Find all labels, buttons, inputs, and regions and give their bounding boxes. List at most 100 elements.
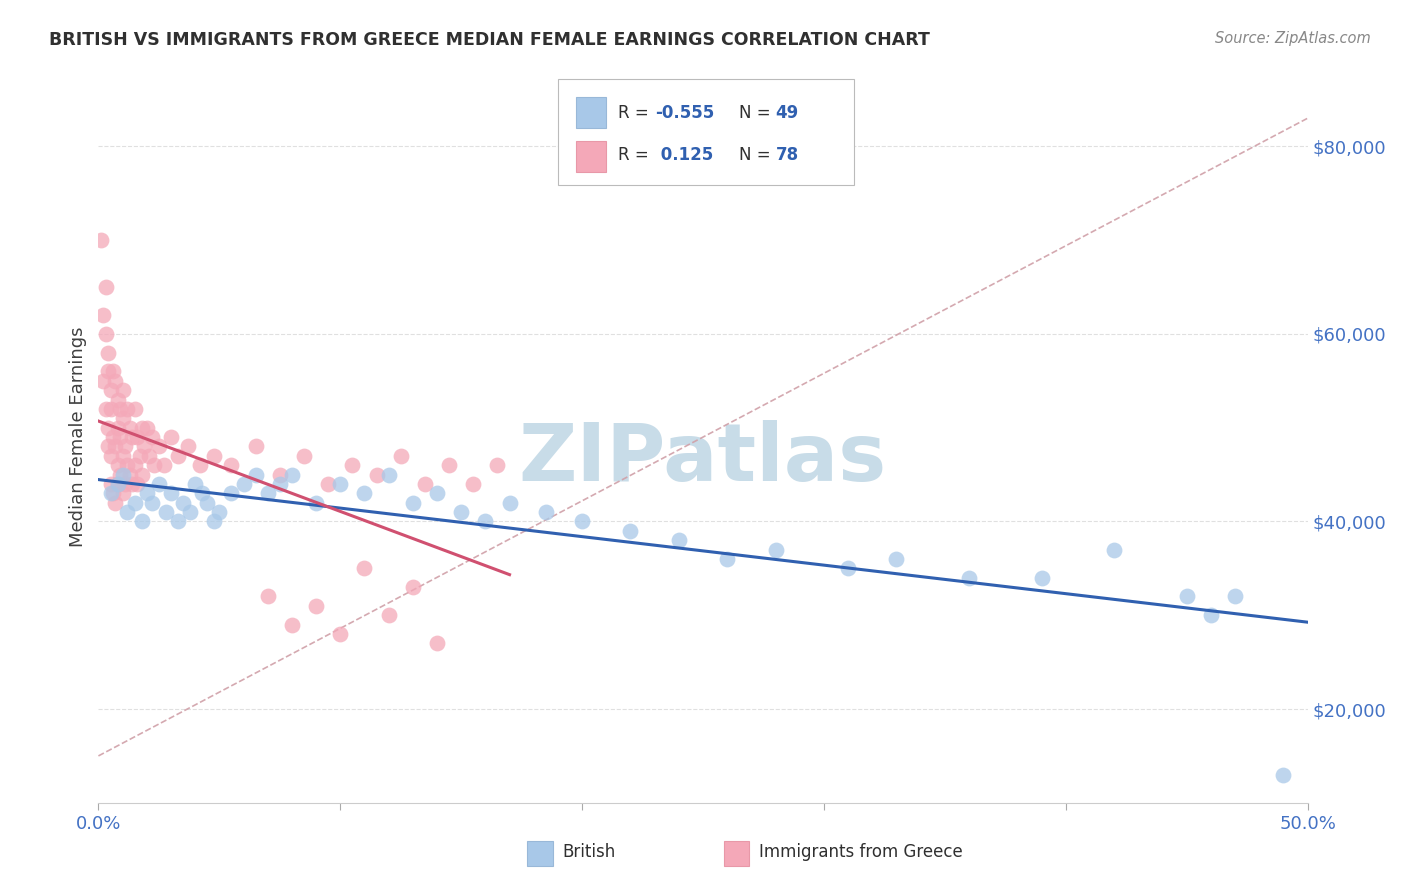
Point — [135, 486, 157, 500]
Point — [1272, 767, 1295, 781]
Text: N =: N = — [740, 146, 776, 164]
Point — [128, 449, 150, 463]
Point — [94, 280, 117, 294]
Point — [114, 440, 136, 454]
Text: R =: R = — [619, 146, 654, 164]
Text: 0.125: 0.125 — [655, 146, 713, 164]
Point — [269, 477, 291, 491]
Point — [245, 467, 267, 482]
Point — [97, 420, 120, 434]
Text: 49: 49 — [776, 104, 799, 122]
Text: -0.555: -0.555 — [655, 104, 714, 122]
Point — [353, 561, 375, 575]
Point — [118, 420, 141, 434]
Point — [100, 449, 122, 463]
Point — [195, 496, 218, 510]
Point — [619, 524, 641, 538]
Point — [232, 477, 254, 491]
Point — [191, 486, 214, 500]
Point — [141, 496, 163, 510]
Point — [426, 636, 449, 650]
Point — [97, 345, 120, 359]
Point — [450, 505, 472, 519]
Point — [188, 458, 211, 473]
Text: British: British — [562, 843, 616, 861]
Point — [957, 571, 980, 585]
Point — [107, 477, 129, 491]
Text: N =: N = — [740, 104, 776, 122]
Point — [111, 467, 134, 482]
Point — [1223, 590, 1246, 604]
Point — [104, 440, 127, 454]
Point — [167, 449, 190, 463]
Point — [474, 515, 496, 529]
Point — [108, 430, 131, 444]
Point — [402, 496, 425, 510]
Point — [91, 308, 114, 322]
Point — [1199, 608, 1222, 623]
Point — [101, 364, 124, 378]
Point — [534, 505, 557, 519]
Point — [127, 430, 149, 444]
Point — [111, 449, 134, 463]
Point — [94, 401, 117, 416]
Text: Source: ZipAtlas.com: Source: ZipAtlas.com — [1215, 31, 1371, 46]
Point — [131, 515, 153, 529]
Point — [329, 477, 352, 491]
Point — [377, 467, 399, 482]
Point — [148, 477, 170, 491]
Point — [204, 449, 226, 463]
Point — [668, 533, 690, 548]
Point — [155, 505, 177, 519]
Point — [305, 496, 328, 510]
Point — [131, 467, 153, 482]
Point — [281, 617, 304, 632]
Point — [402, 580, 425, 594]
Point — [184, 477, 207, 491]
Point — [152, 458, 174, 473]
Point — [486, 458, 509, 473]
Point — [167, 515, 190, 529]
Text: Immigrants from Greece: Immigrants from Greece — [759, 843, 963, 861]
Text: 78: 78 — [776, 146, 799, 164]
Point — [426, 486, 449, 500]
Point — [256, 590, 278, 604]
Point — [117, 401, 139, 416]
Point — [389, 449, 412, 463]
Point — [221, 458, 243, 473]
Point — [204, 515, 226, 529]
Point — [111, 486, 134, 500]
Point — [121, 430, 143, 444]
Point — [117, 458, 139, 473]
Point — [114, 477, 136, 491]
Text: BRITISH VS IMMIGRANTS FROM GREECE MEDIAN FEMALE EARNINGS CORRELATION CHART: BRITISH VS IMMIGRANTS FROM GREECE MEDIAN… — [49, 31, 931, 49]
Point — [837, 561, 859, 575]
Point — [208, 505, 231, 519]
Point — [108, 401, 131, 416]
Point — [148, 440, 170, 454]
Point — [127, 477, 149, 491]
Point — [117, 505, 139, 519]
Point — [316, 477, 339, 491]
Point — [366, 467, 388, 482]
Point — [90, 233, 112, 247]
Point — [141, 430, 163, 444]
Point — [107, 420, 129, 434]
Point — [101, 430, 124, 444]
Point — [143, 458, 166, 473]
Point — [100, 383, 122, 397]
Point — [716, 552, 738, 566]
Point — [124, 496, 146, 510]
Y-axis label: Median Female Earnings: Median Female Earnings — [69, 326, 87, 548]
Point — [138, 449, 160, 463]
Point — [100, 477, 122, 491]
Point — [177, 440, 200, 454]
Point — [107, 458, 129, 473]
Point — [101, 486, 124, 500]
Point — [121, 477, 143, 491]
Point — [377, 608, 399, 623]
Point — [172, 496, 194, 510]
Point — [292, 449, 315, 463]
Point — [97, 364, 120, 378]
Point — [437, 458, 460, 473]
